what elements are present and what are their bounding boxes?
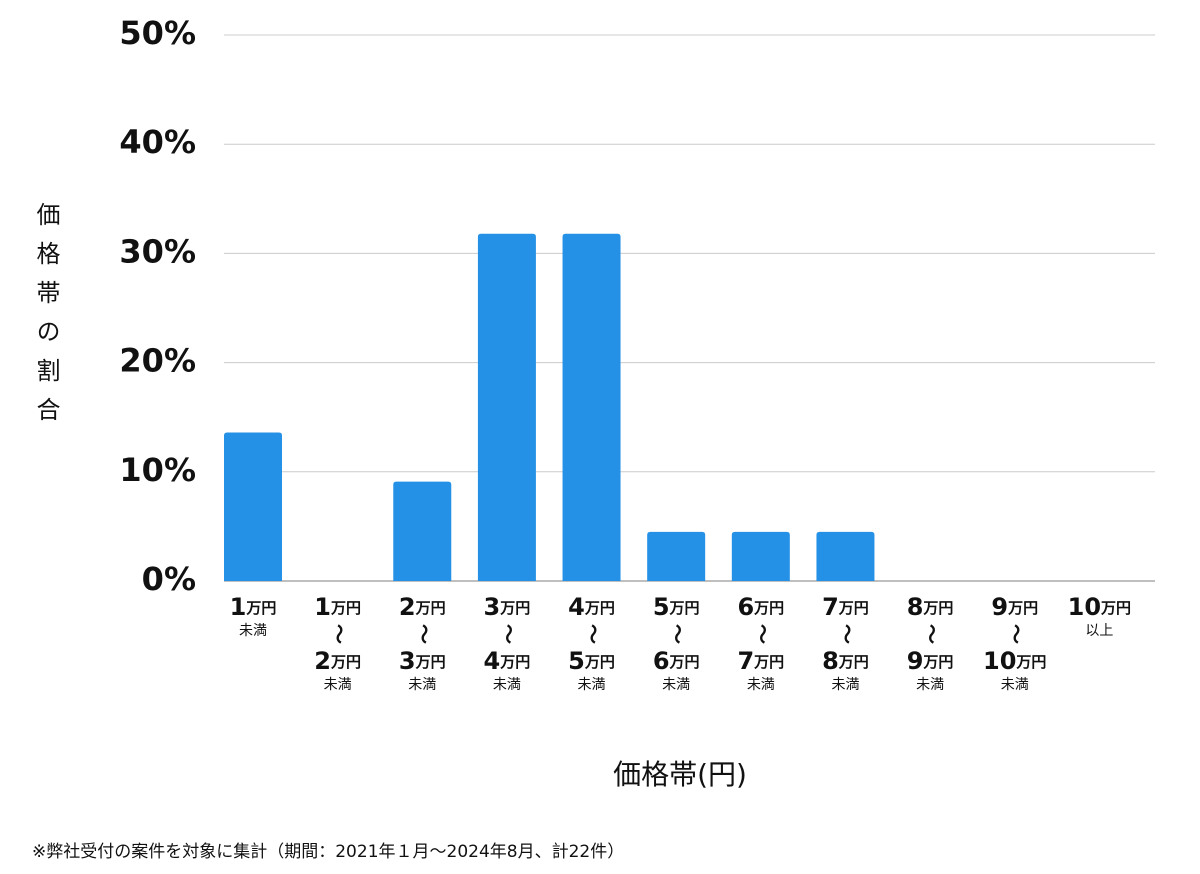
x-tick-label: 1万円 (314, 593, 361, 621)
x-tick-label: 5万円 (568, 647, 615, 675)
x-tick-label: 〜 (750, 624, 774, 644)
x-tick-label: 5万円 (653, 593, 700, 621)
footnote: ※弊社受付の案件を対象に集計（期間：2021年１月〜2024年8月、計22件） (32, 842, 624, 862)
x-tick-label: 3万円 (484, 593, 531, 621)
y-tick-label: 30% (119, 232, 196, 270)
bar (224, 432, 282, 581)
x-tick-label: 6万円 (737, 593, 784, 621)
x-tick-label: 〜 (581, 624, 605, 644)
x-tick-label: 〜 (1004, 624, 1028, 644)
x-tick-label: 未満 (747, 677, 775, 693)
y-axis-label: 価格帯の割合 (32, 202, 60, 436)
x-tick-label: 3万円 (399, 647, 446, 675)
x-tick-label: 9万円 (907, 647, 954, 675)
x-tick-label: 4万円 (568, 593, 615, 621)
bar (816, 531, 875, 581)
x-tick-label: 未満 (493, 677, 521, 693)
x-tick-label: 未満 (831, 677, 859, 693)
y-tick-label: 50% (119, 14, 196, 52)
x-tick-label: 未満 (324, 677, 352, 693)
x-tick-label: 未満 (916, 677, 944, 693)
bar (731, 531, 790, 581)
x-tick-label: 未満 (578, 677, 606, 693)
y-tick-label: 20% (119, 342, 196, 380)
x-tick-label: 〜 (920, 624, 944, 644)
y-tick-label: 0% (142, 560, 196, 598)
x-tick-label: 〜 (496, 624, 520, 644)
x-tick-label: 6万円 (653, 647, 700, 675)
bar (562, 233, 621, 581)
x-axis-label: 価格帯(円) (613, 758, 747, 791)
x-tick-label: 未満 (662, 677, 690, 693)
x-tick-label: 8万円 (907, 593, 954, 621)
x-tick-label: 4万円 (484, 647, 531, 675)
x-tick-label: 10万円 (1068, 593, 1131, 621)
x-tick-label: 7万円 (737, 647, 784, 675)
x-tick-label: 2万円 (399, 593, 446, 621)
x-tick-label: 〜 (835, 624, 859, 644)
bar (647, 531, 706, 581)
x-tick-label: 以上 (1085, 623, 1113, 639)
bar (477, 233, 536, 581)
x-tick-label: 1万円 (230, 593, 277, 621)
x-tick-label: 2万円 (314, 647, 361, 675)
y-tick-label: 40% (119, 123, 196, 161)
x-tick-label: 〜 (412, 624, 436, 644)
x-tick-label: 〜 (666, 624, 690, 644)
x-tick-label: 9万円 (991, 593, 1038, 621)
x-tick-label: 7万円 (822, 593, 869, 621)
x-tick-label: 〜 (327, 624, 351, 644)
y-tick-label: 10% (119, 451, 196, 489)
x-tick-label: 未満 (1001, 677, 1029, 693)
x-tick-label: 未満 (408, 677, 436, 693)
bar (393, 481, 452, 581)
x-tick-label: 8万円 (822, 647, 869, 675)
x-tick-label: 未満 (239, 623, 267, 639)
x-tick-label: 10万円 (983, 647, 1046, 675)
